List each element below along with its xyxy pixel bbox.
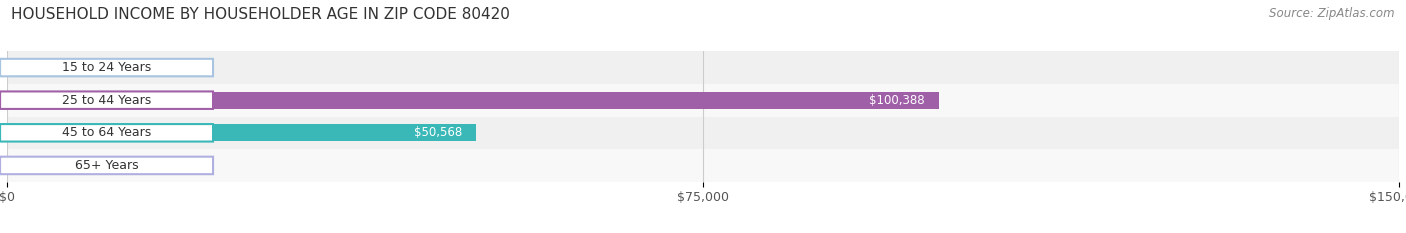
Text: 45 to 64 Years: 45 to 64 Years [62, 126, 152, 139]
Text: $0: $0 [21, 61, 35, 74]
Bar [7, 124, 477, 141]
Text: $100,388: $100,388 [869, 94, 925, 107]
Bar [7, 84, 1399, 116]
Text: $0: $0 [21, 159, 35, 172]
FancyBboxPatch shape [0, 91, 214, 109]
Bar [7, 116, 1399, 149]
Text: 15 to 24 Years: 15 to 24 Years [62, 61, 152, 74]
Text: 65+ Years: 65+ Years [75, 159, 138, 172]
Text: $50,568: $50,568 [415, 126, 463, 139]
Text: Source: ZipAtlas.com: Source: ZipAtlas.com [1270, 7, 1395, 20]
FancyBboxPatch shape [0, 59, 214, 76]
Text: HOUSEHOLD INCOME BY HOUSEHOLDER AGE IN ZIP CODE 80420: HOUSEHOLD INCOME BY HOUSEHOLDER AGE IN Z… [11, 7, 510, 22]
FancyBboxPatch shape [0, 157, 214, 174]
Bar [7, 51, 1399, 84]
Bar [7, 149, 1399, 182]
Bar [7, 92, 939, 109]
FancyBboxPatch shape [0, 124, 214, 142]
Text: 25 to 44 Years: 25 to 44 Years [62, 94, 152, 107]
